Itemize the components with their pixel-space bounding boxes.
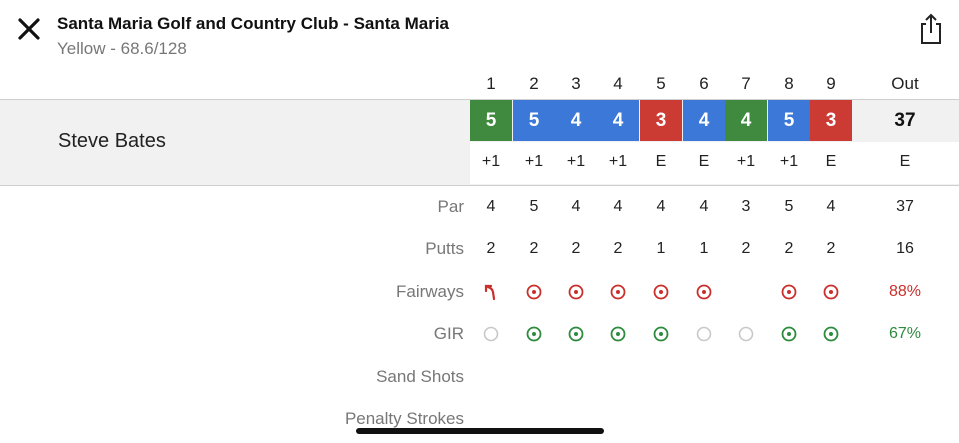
fairway-hit-icon — [822, 283, 840, 301]
par-value: 4 — [571, 198, 581, 215]
fairway-miss-left-icon — [482, 283, 500, 301]
share-button[interactable] — [916, 12, 946, 46]
par-value: 3 — [741, 198, 751, 215]
out-total-score: 37 — [894, 110, 916, 131]
player-name: Steve Bates — [58, 130, 166, 152]
gir-hit-icon — [780, 325, 798, 343]
par-value: 4 — [613, 198, 623, 215]
gir-hit-icon — [609, 325, 627, 343]
relative-score: E — [825, 153, 837, 170]
hole-score-cell[interactable]: 4 — [555, 100, 597, 141]
putts-value: 2 — [741, 240, 751, 257]
gir-hit-icon — [652, 325, 670, 343]
par-label: Par — [437, 197, 464, 216]
fairway-hit-icon — [780, 283, 798, 301]
relative-score-row-bg — [470, 142, 959, 184]
gir-miss-icon — [737, 325, 755, 343]
gir-hit-icon — [525, 325, 543, 343]
par-value: 4 — [699, 198, 709, 215]
hole-number: 8 — [784, 74, 794, 93]
gir-hit-icon — [567, 325, 585, 343]
relative-score: +1 — [481, 153, 501, 170]
relative-score: +1 — [736, 153, 756, 170]
putts-value: 2 — [826, 240, 836, 257]
putts-label: Putts — [425, 239, 464, 258]
fairway-hit-icon — [525, 283, 543, 301]
hole-number: 3 — [571, 74, 581, 93]
putts-value: 2 — [529, 240, 539, 257]
gir-miss-icon — [482, 325, 500, 343]
hole-number: 6 — [699, 74, 709, 93]
relative-score: +1 — [779, 153, 799, 170]
putts-total: 16 — [896, 240, 914, 257]
gir-miss-icon — [695, 325, 713, 343]
hole-number: 4 — [613, 74, 623, 93]
fairway-hit-icon — [567, 283, 585, 301]
relative-score: +1 — [608, 153, 628, 170]
par-value: 4 — [486, 198, 496, 215]
gir-label: GIR — [433, 324, 464, 343]
hole-score-cell[interactable]: 4 — [725, 100, 767, 141]
hole-score-cell[interactable]: 5 — [513, 100, 555, 141]
putts-value: 2 — [784, 240, 794, 257]
hole-score-cell[interactable]: 4 — [683, 100, 725, 141]
out-relative: E — [899, 153, 911, 170]
hole-score-cell[interactable]: 5 — [470, 100, 512, 141]
course-title: Santa Maria Golf and Country Club - Sant… — [57, 14, 449, 33]
tee-rating: Yellow - 68.6/128 — [57, 39, 187, 58]
fairway-hit-icon — [609, 283, 627, 301]
fairways-total: 88% — [888, 283, 922, 300]
putts-value: 2 — [613, 240, 623, 257]
hole-score-cell[interactable]: 3 — [640, 100, 682, 141]
gir-hit-icon — [822, 325, 840, 343]
par-value: 4 — [826, 198, 836, 215]
close-icon[interactable] — [14, 14, 44, 44]
hole-number: 5 — [656, 74, 666, 93]
par-value: 4 — [656, 198, 666, 215]
close-button[interactable] — [14, 14, 44, 44]
share-icon[interactable] — [916, 12, 946, 46]
putts-value: 1 — [699, 240, 709, 257]
par-value: 5 — [784, 198, 794, 215]
hole-score-cell[interactable]: 3 — [810, 100, 852, 141]
out-header: Out — [891, 74, 919, 93]
hole-score-cell[interactable]: 4 — [597, 100, 639, 141]
relative-score: +1 — [524, 153, 544, 170]
par-total: 37 — [896, 198, 914, 215]
putts-value: 2 — [486, 240, 496, 257]
gir-total: 67% — [888, 325, 922, 342]
par-value: 5 — [529, 198, 539, 215]
hole-number: 7 — [741, 74, 751, 93]
relative-score: E — [655, 153, 667, 170]
fairway-hit-icon — [695, 283, 713, 301]
hole-number: 1 — [486, 74, 496, 93]
hole-number: 2 — [529, 74, 539, 93]
hole-score-cell[interactable]: 5 — [768, 100, 810, 141]
home-indicator[interactable] — [356, 428, 604, 434]
relative-score: E — [698, 153, 710, 170]
sand-shots-label: Sand Shots — [376, 367, 464, 386]
penalty-strokes-label: Penalty Strokes — [344, 409, 464, 428]
relative-score: +1 — [566, 153, 586, 170]
fairway-hit-icon — [652, 283, 670, 301]
hole-number: 9 — [826, 74, 836, 93]
fairways-label: Fairways — [395, 282, 464, 301]
putts-value: 1 — [656, 240, 666, 257]
putts-value: 2 — [571, 240, 581, 257]
